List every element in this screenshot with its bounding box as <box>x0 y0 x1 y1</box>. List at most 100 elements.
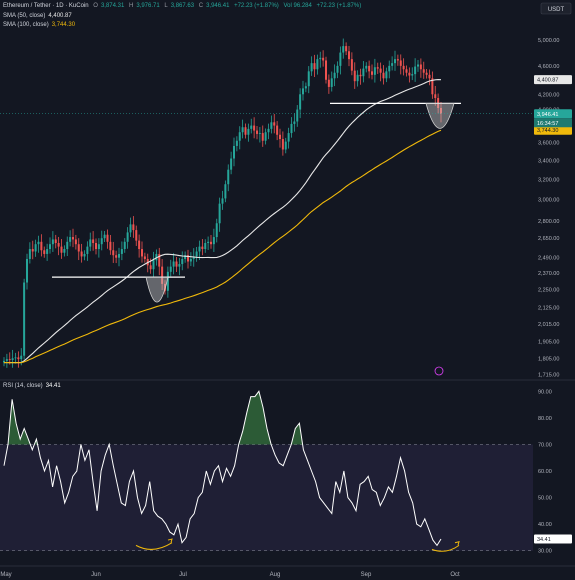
candle-body <box>23 282 26 356</box>
candle-body <box>293 121 296 124</box>
candle-body <box>313 63 316 70</box>
candle-body <box>347 51 351 60</box>
rsi-value-badge <box>534 534 572 544</box>
candle-body <box>324 60 328 80</box>
candle-body <box>255 130 259 134</box>
candle-body <box>152 260 155 270</box>
candle-body <box>362 68 365 77</box>
candle-body <box>425 72 428 75</box>
candle-body <box>69 237 72 242</box>
candle-body <box>86 246 89 254</box>
candle-body <box>399 60 402 66</box>
candle-body <box>368 65 371 72</box>
candle-body <box>258 133 261 134</box>
rsi-tick-label: 90.00 <box>538 389 552 395</box>
candle-body <box>103 234 106 239</box>
sma50-legend-value: 4,400.87 <box>48 13 72 19</box>
rsi-tick-label: 70.00 <box>538 442 552 448</box>
candle-body <box>129 224 132 233</box>
candle-body <box>247 128 250 135</box>
candle-body <box>51 239 54 245</box>
candle-body <box>350 59 353 71</box>
rsi-arrow-september <box>431 544 460 552</box>
candle-body <box>37 241 40 245</box>
price-tick-label: 4,600.00 <box>538 64 559 70</box>
candle-body <box>327 79 330 87</box>
candle-body <box>439 107 443 114</box>
candle-body <box>135 230 138 241</box>
candle-body <box>370 71 374 75</box>
candle-body <box>391 63 394 66</box>
rsi-legend[interactable]: RSI (14, close) 34.41 <box>3 383 64 389</box>
candle-body <box>74 239 77 245</box>
candle-body <box>54 239 57 243</box>
candle-body <box>8 359 11 361</box>
candle-body <box>140 249 144 257</box>
candle-body <box>244 127 247 135</box>
candle-body <box>178 264 181 267</box>
low-key: L <box>164 3 168 9</box>
candle-body <box>92 239 95 243</box>
rsi-band <box>0 444 533 551</box>
rsi-legend-label: RSI (14, close) <box>3 383 43 389</box>
candle-body <box>94 242 98 250</box>
candle-body <box>402 65 405 70</box>
candle-body <box>155 253 158 261</box>
candle-body <box>416 64 420 67</box>
candle-body <box>405 69 408 73</box>
time-axis-label: Sep <box>361 572 372 578</box>
candle-body <box>149 265 152 270</box>
open-key: O <box>93 3 98 9</box>
time-axis-label: Jul <box>179 572 187 578</box>
last-price-badge <box>534 109 572 119</box>
rsi-arrow-september-head <box>454 541 460 546</box>
candle-body <box>376 67 379 69</box>
candle-body <box>71 237 75 240</box>
candle-body <box>431 78 434 95</box>
candle-body <box>218 203 221 224</box>
close-value: 3,946.41 <box>206 3 230 9</box>
candle-body <box>264 132 267 141</box>
candle-body <box>158 253 161 267</box>
candle-body <box>43 250 46 254</box>
candle-body <box>181 258 184 265</box>
candle-body <box>5 359 8 361</box>
rsi-tick-label: 50.00 <box>538 496 552 502</box>
candle-body <box>192 256 195 259</box>
candle-body <box>232 145 236 159</box>
candle-body <box>301 88 305 95</box>
sma50-legend[interactable]: SMA (50, close) 4,400.87 <box>3 13 75 19</box>
candle-body <box>304 86 307 89</box>
sma100-legend-label: SMA (100, close) <box>3 22 49 28</box>
sma100-legend[interactable]: SMA (100, close) 3,744.30 <box>3 22 78 28</box>
candle-body <box>396 59 399 61</box>
candle-body <box>161 266 164 284</box>
price-tick-label: 2,650.00 <box>538 236 559 242</box>
candle-body <box>11 358 14 361</box>
price-tick-label: 2,015.00 <box>538 322 559 328</box>
time-axis-label: Aug <box>270 572 281 578</box>
candle-body <box>373 67 376 75</box>
candle-body <box>345 46 348 52</box>
sma50-line <box>4 79 442 364</box>
rsi-tick-label: 40.00 <box>538 522 552 528</box>
candle-body <box>117 253 121 258</box>
candle-body <box>169 266 172 272</box>
time-axis-label: Jun <box>91 572 101 578</box>
candle-body <box>339 52 342 66</box>
symbol-label[interactable]: Ethereum / Tether · 1D · KuCoin <box>3 3 89 9</box>
candle-body <box>204 242 207 250</box>
candle-body <box>287 133 290 142</box>
candle-body <box>388 65 391 72</box>
sma50-price-badge-text: 4,400.87 <box>537 78 558 84</box>
candle-body <box>307 71 310 87</box>
candle-body <box>227 169 230 185</box>
price-axis-panel <box>533 0 575 580</box>
candle-body <box>273 122 276 126</box>
countdown-badge-text: 16:34:57 <box>537 121 558 127</box>
rsi-legend-value: 34.41 <box>45 383 61 389</box>
candle-body <box>250 125 253 129</box>
candle-body <box>241 127 244 133</box>
